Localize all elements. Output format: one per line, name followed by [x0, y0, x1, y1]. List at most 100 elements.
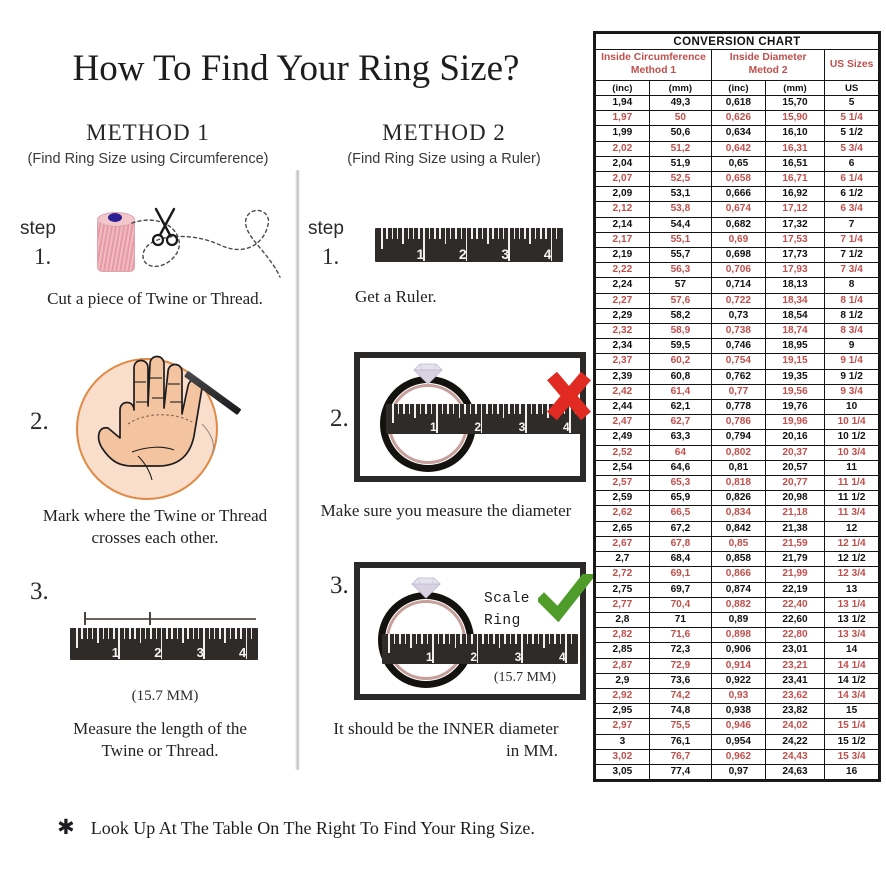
table-row: 2,59 65,9 0,826 20,98 11 1/2	[595, 490, 879, 507]
ruler-tick	[526, 634, 529, 644]
ruler-tick	[396, 228, 399, 240]
ruler-method-2-step-2: 1 2 3 4	[386, 404, 582, 434]
method-2-subtitle: (Find Ring Size using a Ruler)	[347, 151, 541, 167]
diamond-gem-icon-2	[411, 577, 441, 599]
table-cell: 0,858	[711, 551, 766, 568]
table-cell: 0,802	[711, 444, 766, 461]
table-cell: 2,32	[595, 323, 650, 340]
ruler-number: 4	[563, 419, 570, 434]
col-header-3: (mm)	[764, 80, 826, 96]
table-cell: 50,6	[648, 125, 713, 142]
table-row: 2,39 60,8 0,762 19,35 9 1/2	[595, 368, 879, 385]
table-cell: 7 1/4	[824, 231, 879, 249]
table-cell: 1,99	[595, 125, 650, 142]
table-cell: 20,98	[764, 490, 826, 507]
method-2-header: METHOD 2 (Find Ring Size using a Ruler)	[296, 120, 592, 167]
ruler-tick	[454, 634, 456, 648]
table-cell: 9 1/4	[824, 353, 879, 370]
table-cell: 60,2	[648, 353, 713, 370]
thread-path-icon	[131, 209, 281, 278]
table-cell: 53,1	[648, 186, 713, 203]
table-cell: 21,79	[764, 551, 826, 568]
table-row: 2,27 57,6 0,722 18,34 8 1/4	[595, 292, 879, 309]
table-cell: 2,9	[595, 672, 650, 689]
table-row: 2,49 63,3 0,794 20,16 10 1/2	[595, 429, 879, 446]
table-cell: 2,82	[595, 627, 650, 644]
ruler-tick	[208, 628, 211, 639]
table-row: 2,32 58,9 0,738 18,74 8 3/4	[595, 323, 879, 340]
table-cell: 22,80	[764, 627, 826, 644]
table-row: 2,22 56,3 0,706 17,93 7 3/4	[595, 262, 879, 279]
col-header-1: (mm)	[648, 80, 713, 96]
table-row: 2,07 52,5 0,658 16,71 6 1/4	[595, 171, 879, 188]
table-cell: 24,43	[764, 748, 826, 765]
table-cell: 6 1/2	[824, 186, 879, 203]
table-cell: 15	[824, 703, 879, 720]
table-row: 2,9 73,6 0,922 23,41 14 1/2	[595, 672, 879, 689]
table-cell: 7 1/2	[824, 247, 879, 264]
table-cell: 66,5	[648, 505, 713, 522]
method-1-title: METHOD 1	[86, 120, 210, 145]
table-cell: 14 3/4	[824, 687, 879, 705]
method-1-step-2-number: 2.	[30, 408, 49, 435]
table-row: 2,24 57 0,714 18,13 8	[595, 277, 879, 294]
ruler-tick	[519, 404, 521, 414]
method-2-step-1-number: 1.	[322, 244, 340, 269]
table-cell: 9 1/2	[824, 368, 879, 385]
ruler-tick	[471, 228, 473, 240]
column-divider	[295, 170, 300, 770]
table-row: 2,29 58,2 0,73 18,54 8 1/2	[595, 307, 879, 325]
ruler-number: 3	[514, 649, 522, 664]
table-cell: 10 1/2	[824, 429, 879, 446]
ruler-tick	[471, 634, 473, 644]
ruler-major-tick	[118, 644, 120, 659]
table-cell: 2,7	[595, 551, 650, 568]
table-cell: 61,4	[648, 383, 713, 401]
table-cell: 55,1	[648, 231, 713, 249]
ruler-tick	[534, 228, 537, 240]
ruler-number: 4	[543, 245, 552, 262]
ruler-tick	[402, 228, 404, 244]
table-cell: 74,2	[648, 687, 713, 705]
ruler-number: 3	[196, 644, 204, 660]
ruler-tick	[550, 228, 553, 250]
table-cell: 2,24	[595, 277, 650, 294]
table-cell: 0,706	[711, 262, 766, 279]
table-cell: 0,762	[711, 368, 766, 385]
table-cell: 16,31	[764, 140, 826, 157]
table-cell: 2,27	[595, 292, 650, 309]
table-cell: 49,3	[648, 94, 713, 112]
ruler-tick	[554, 634, 556, 644]
table-cell: 2,02	[595, 140, 650, 157]
ruler-tick	[530, 404, 533, 414]
table-cell: 11	[824, 459, 879, 477]
table-cell: 20,57	[764, 459, 826, 477]
ruler-tick	[426, 634, 429, 644]
ruler-tick	[91, 628, 94, 639]
table-cell: 21,38	[764, 520, 826, 537]
table-cell: 16,71	[764, 171, 826, 188]
footer-text: Look Up At The Table On The Right To Fin…	[90, 818, 535, 838]
ruler-tick	[229, 628, 232, 639]
ruler-number: 4	[239, 644, 247, 660]
table-cell: 72,3	[648, 642, 713, 659]
table-cell: 2,44	[595, 399, 650, 416]
ruler-tick	[155, 628, 158, 639]
table-row: 3,05 77,4 0,97 24,63 16	[595, 763, 879, 781]
ruler-tick	[245, 628, 248, 648]
table-cell: 0,69	[711, 231, 766, 249]
ruler-number: 1	[111, 644, 120, 660]
table-cell: 0,738	[711, 323, 766, 340]
ruler-tick	[475, 404, 477, 414]
table-cell: 77,4	[648, 763, 713, 781]
table-cell: 14 1/4	[824, 657, 879, 674]
table-cell: 11 1/2	[824, 490, 879, 507]
table-cell: 0,914	[711, 657, 766, 674]
ruler-tick	[430, 404, 433, 414]
table-row: 2,44 62,1 0,778 19,76 10	[595, 399, 879, 416]
table-cell: 20,37	[764, 444, 826, 461]
ruler-tick	[166, 628, 168, 639]
table-cell: 19,35	[764, 368, 826, 385]
table-cell: 21,99	[764, 566, 826, 583]
table-cell: 62,1	[648, 399, 713, 416]
